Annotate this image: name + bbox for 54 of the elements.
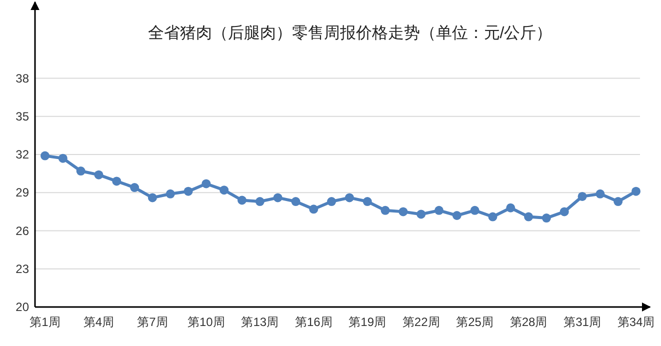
x-tick-label: 第1周 (30, 315, 60, 329)
y-tick-label: 38 (16, 71, 30, 86)
point (380, 206, 390, 215)
x-tick-label: 第19周 (348, 315, 386, 329)
point (58, 154, 68, 163)
text: 全省猪肉（后腿肉）零售周报价格走势（单位：元/公斤） (148, 24, 552, 42)
x-tick-label: 第4周 (83, 315, 114, 329)
point (148, 193, 157, 202)
point (632, 186, 640, 196)
point (238, 196, 246, 205)
point (40, 151, 50, 160)
point (506, 203, 516, 212)
point (112, 176, 122, 186)
x-tick-label: 第31周 (564, 315, 601, 329)
y-tick-label: 26 (16, 224, 30, 238)
point (94, 170, 104, 180)
point (524, 212, 534, 222)
point (434, 206, 444, 215)
point (184, 186, 193, 196)
point (542, 214, 551, 223)
point (220, 186, 229, 195)
point (202, 179, 211, 188)
point (452, 211, 462, 220)
point (327, 197, 336, 206)
point (76, 166, 86, 176)
point (488, 212, 498, 222)
x-tick-label: 第10周 (188, 315, 225, 329)
point (398, 207, 408, 216)
point (309, 204, 318, 214)
x-tick-label: 第25周 (456, 315, 494, 329)
point (291, 197, 300, 206)
y-tick-label: 32 (16, 148, 30, 162)
point (416, 210, 426, 219)
x-tick-label: 第22周 (402, 315, 440, 329)
x-tick-label: 第13周 (241, 315, 279, 329)
point (166, 189, 175, 198)
point (596, 189, 605, 198)
point (130, 183, 140, 192)
x-tick-label: 第34周 (617, 315, 655, 329)
y-tick-label: 23 (16, 262, 30, 276)
y-tick-label: 35 (16, 109, 30, 124)
x-tick-label: 第16周 (294, 315, 332, 329)
point (255, 197, 264, 206)
point (273, 193, 282, 202)
x-tick-label: 第28周 (510, 315, 548, 329)
point (362, 197, 372, 206)
point (578, 192, 587, 201)
point (470, 206, 480, 215)
y-tick-label: 20 (16, 300, 30, 314)
x-tick-label: 第7周 (137, 315, 168, 329)
point (614, 197, 623, 206)
point (344, 193, 354, 202)
y-tick-label: 29 (16, 186, 30, 200)
point (560, 207, 569, 216)
